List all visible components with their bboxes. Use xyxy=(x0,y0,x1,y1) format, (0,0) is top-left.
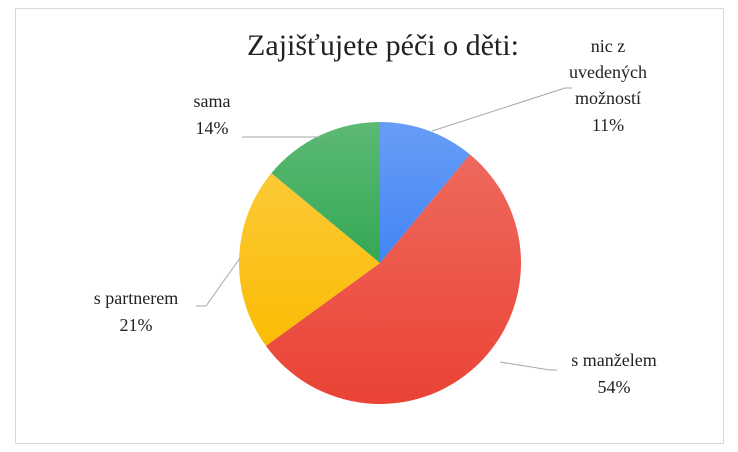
pie-slice xyxy=(239,173,380,346)
leader-line xyxy=(196,257,241,307)
pie-slice xyxy=(271,122,380,263)
slice-value-label: 21% xyxy=(120,315,153,335)
pie-slice xyxy=(265,154,521,405)
slice-value-label: 54% xyxy=(598,377,631,397)
slice-label: s manželem xyxy=(571,350,656,370)
chart-title: Zajišťujete péči o děti: xyxy=(247,29,519,62)
leader-line xyxy=(499,361,557,371)
slice-value-label: 11% xyxy=(592,115,624,135)
slice-value-label: 14% xyxy=(196,118,229,138)
slice-label: nic z uvedených možností xyxy=(569,36,647,108)
slice-label: s partnerem xyxy=(94,288,178,308)
pie-slice xyxy=(380,122,470,263)
leader-line xyxy=(431,87,572,132)
slice-label: sama xyxy=(194,91,231,111)
